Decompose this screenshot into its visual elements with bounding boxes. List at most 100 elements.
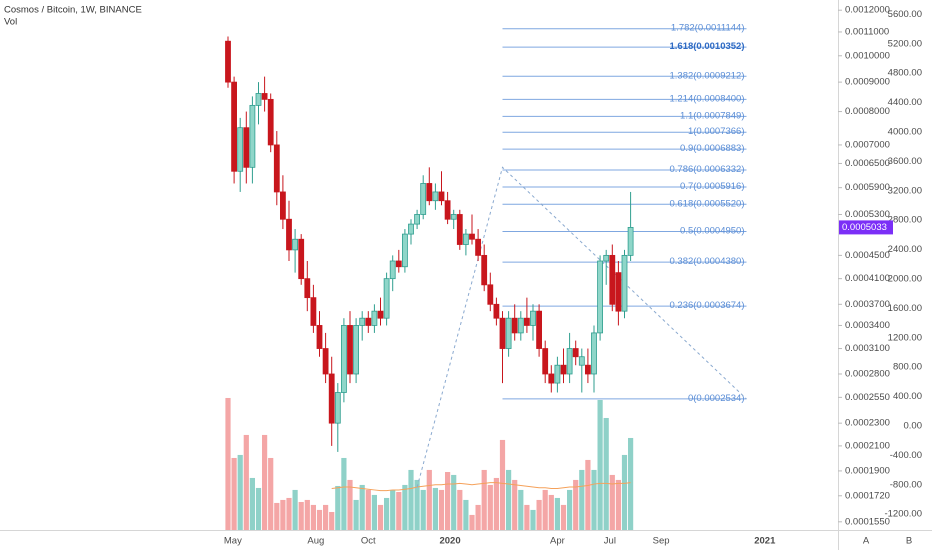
candle-body <box>365 317 372 326</box>
volume-bar <box>542 489 548 530</box>
y2-tick-label: 2800.00 <box>888 215 922 226</box>
volume-bar <box>554 497 560 530</box>
x-tick-label: Apr <box>550 536 565 547</box>
fib-level-label: 1(0.0007366) <box>688 126 745 137</box>
y2-tick-label: 3200.00 <box>888 185 922 196</box>
volume-bar <box>451 474 457 530</box>
candle-body <box>524 317 530 326</box>
x-tick-label: Jul <box>604 536 616 547</box>
candle-body <box>585 364 591 375</box>
volume-bar <box>487 484 493 530</box>
scale-button[interactable]: A <box>863 536 870 547</box>
candle-body <box>273 144 280 193</box>
volume-bar <box>548 494 554 530</box>
candle-body <box>432 191 439 202</box>
candle-body <box>298 238 305 280</box>
volume-bar <box>371 494 377 530</box>
volume-bar <box>597 399 603 530</box>
fib-level-label: 0.236(0.0003674) <box>669 300 744 311</box>
y2-tick-label: 400.00 <box>893 391 922 402</box>
y2-tick-label: 4800.00 <box>888 68 922 79</box>
volume-bar <box>316 509 323 530</box>
volume-bar <box>298 501 304 530</box>
candle-body <box>481 254 488 286</box>
candle-body <box>560 364 567 375</box>
volume-bar <box>225 397 231 530</box>
volume-bar <box>280 499 286 530</box>
volume-bar <box>353 499 359 530</box>
volume-bar <box>231 457 237 530</box>
y-tick-label: 0.0002300 <box>845 418 890 429</box>
candle-body <box>340 325 347 393</box>
volume-bar <box>341 457 347 530</box>
volume-bar <box>512 479 518 530</box>
last-price-box <box>839 220 893 235</box>
volume-bar <box>329 511 335 530</box>
candle-body <box>615 272 622 312</box>
candle-body <box>554 364 561 384</box>
candle-body <box>475 238 482 256</box>
indicator-name: Vol <box>4 17 17 28</box>
volume-bar <box>530 509 536 530</box>
volume-bar <box>567 489 573 530</box>
volume-bar <box>268 457 274 530</box>
candle-body <box>328 373 335 424</box>
volume-bar <box>304 499 310 530</box>
candle-body <box>377 310 384 319</box>
volume-bar <box>384 497 390 530</box>
scale-button[interactable]: B <box>906 536 912 547</box>
volume-bar <box>493 477 499 530</box>
candle-body <box>609 254 616 305</box>
candle-body <box>444 200 451 220</box>
fib-level-label: 0.786(0.0006332) <box>669 164 744 175</box>
y2-tick-label: 4400.00 <box>888 97 922 108</box>
y-tick-label: 0.0003700 <box>845 299 890 310</box>
volume-bar <box>518 489 524 530</box>
y-tick-label: 0.0001900 <box>845 465 890 476</box>
y2-tick-label: 2000.00 <box>888 273 922 284</box>
volume-bar <box>603 417 609 530</box>
candle-body <box>279 191 286 220</box>
fib-level-label: 1.382(0.0009212) <box>669 70 744 81</box>
candle-body <box>286 218 292 251</box>
y2-tick-label: -1200.00 <box>884 509 922 520</box>
volume-bar <box>274 502 280 530</box>
y2-tick-label: 2400.00 <box>888 244 922 255</box>
y2-tick-label: 4000.00 <box>888 126 922 137</box>
volume-bar <box>390 489 396 530</box>
candle-body <box>310 297 317 326</box>
volume-bar <box>310 504 316 530</box>
y-tick-label: 0.0006500 <box>845 158 890 169</box>
y-tick-label: 0.0009000 <box>845 77 890 88</box>
candle-body <box>292 238 299 251</box>
candle-body <box>353 325 360 375</box>
x-tick-label: Oct <box>361 536 376 547</box>
fib-trend-line <box>416 166 747 488</box>
y2-tick-label: 800.00 <box>893 362 922 373</box>
candle-body <box>591 332 597 375</box>
volume-bar <box>506 469 512 530</box>
candle-body <box>420 183 427 215</box>
candle-body <box>395 260 402 268</box>
last-price-label: 0.0005033 <box>842 222 887 233</box>
y2-tick-label: 5600.00 <box>888 9 922 20</box>
volume-bar <box>255 487 262 530</box>
volume-bar <box>292 489 298 530</box>
y-tick-label: 0.0002100 <box>845 440 890 451</box>
candle-body <box>530 310 536 326</box>
candle-body <box>322 348 329 375</box>
candle-body <box>536 310 542 349</box>
candle-body <box>304 278 311 299</box>
y-tick-label: 0.0012000 <box>845 5 890 16</box>
fib-level-label: 0.618(0.0005520) <box>669 198 744 209</box>
x-tick-label: 2020 <box>439 536 460 547</box>
candle-body <box>347 325 353 375</box>
y2-tick-label: 1600.00 <box>888 303 922 314</box>
volume-bar <box>579 469 585 530</box>
candle-body <box>505 317 512 349</box>
candle-body <box>231 81 238 172</box>
candle-body <box>456 214 463 245</box>
x-tick-label: May <box>224 536 242 547</box>
candle-body <box>517 317 524 334</box>
candle-body <box>462 233 469 245</box>
